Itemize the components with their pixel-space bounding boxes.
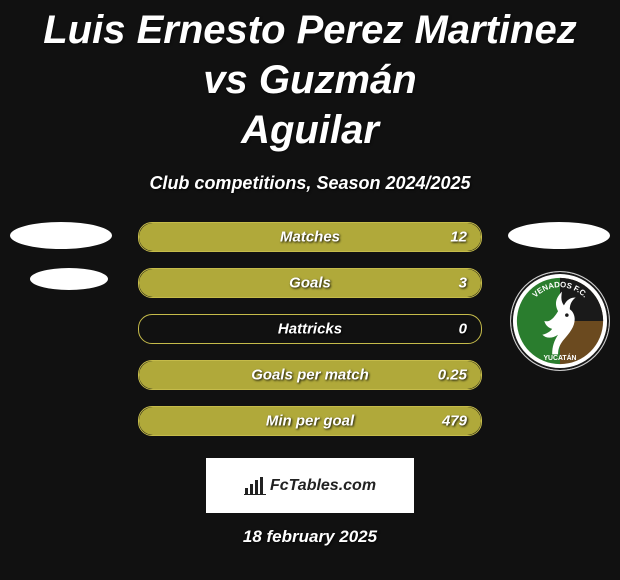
stat-bar-label: Goals per match <box>251 367 369 384</box>
stats-comparison: Matches 12 Goals 3 Hattricks 0 Goals per match… <box>0 222 620 452</box>
club-badge: VENADOS F.C. YUCATÁN <box>510 271 610 371</box>
placeholder-ellipse <box>508 222 610 249</box>
deer-badge-icon: VENADOS F.C. YUCATÁN <box>511 272 609 370</box>
stat-bar-value: 0.25 <box>438 367 467 384</box>
stat-bar-label: Min per goal <box>266 413 354 430</box>
stat-bar-value: 12 <box>450 229 467 246</box>
title-line-2: Aguilar <box>241 108 379 152</box>
stat-bar: Goals per match 0.25 <box>138 360 482 390</box>
stat-bar: Min per goal 479 <box>138 406 482 436</box>
stat-bar-value: 0 <box>459 321 467 338</box>
placeholder-ellipse <box>30 268 108 290</box>
stat-bar-value: 479 <box>442 413 467 430</box>
footer-brand-text: FcTables.com <box>270 477 376 495</box>
bar-chart-icon <box>244 477 266 495</box>
stat-bar-label: Hattricks <box>278 321 342 338</box>
footer-brand-card: FcTables.com <box>206 458 414 513</box>
stat-bar-value: 3 <box>459 275 467 292</box>
placeholder-ellipse <box>10 222 112 249</box>
title-line-1: Luis Ernesto Perez Martinez vs Guzmán <box>43 8 576 102</box>
date-text: 18 february 2025 <box>0 527 620 547</box>
subtitle: Club competitions, Season 2024/2025 <box>0 173 620 194</box>
stat-bar: Matches 12 <box>138 222 482 252</box>
stat-bar-label: Matches <box>280 229 340 246</box>
stat-bar: Goals 3 <box>138 268 482 298</box>
badge-text-bottom: YUCATÁN <box>543 353 576 362</box>
page-title: Luis Ernesto Perez Martinez vs Guzmán Ag… <box>0 0 620 155</box>
stat-bar: Hattricks 0 <box>138 314 482 344</box>
stat-bars-column: Matches 12 Goals 3 Hattricks 0 Goals per match… <box>138 222 482 452</box>
stat-bar-label: Goals <box>289 275 331 292</box>
